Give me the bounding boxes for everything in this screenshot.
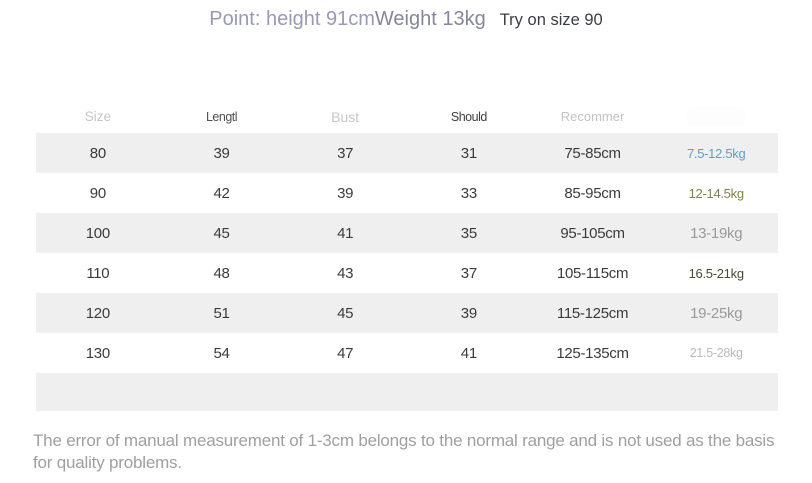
- cell-recommend: 125-135cm: [556, 344, 629, 362]
- column-header-shoulder: Should: [450, 109, 487, 124]
- cell-weight: 21.5-28kg: [689, 346, 743, 360]
- cell-size: 80: [89, 144, 106, 162]
- column-header-bust: Bust: [331, 108, 360, 125]
- faded-header-blob: [687, 106, 746, 127]
- cell-recommend: 105-115cm: [556, 264, 629, 282]
- column-header-length: Lengtl: [205, 109, 238, 124]
- table-row: 110 48 43 37 105-115cm 16.5-21kg: [36, 253, 778, 293]
- cell-shoulder: 31: [460, 144, 477, 162]
- cell-shoulder: 37: [460, 264, 477, 282]
- table-row: 80 39 37 31 75-85cm 7.5-12.5kg: [36, 133, 778, 173]
- table-header-row: Size Lengtl Bust Should Recommer: [36, 100, 778, 133]
- cell-weight: 12-14.5kg: [688, 185, 744, 201]
- cell-weight: 16.5-21kg: [688, 265, 744, 281]
- cell-bust: 39: [337, 184, 354, 202]
- cell-length: 54: [213, 344, 230, 362]
- cell-recommend: 85-95cm: [564, 184, 621, 202]
- table-row: 100 45 41 35 95-105cm 13-19kg: [36, 213, 778, 253]
- measurement-disclaimer: The error of manual measurement of 1-3cm…: [33, 431, 775, 473]
- size-chart-table: Size Lengtl Bust Should Recommer 80 39 3…: [36, 100, 778, 411]
- cell-weight: 13-19kg: [690, 224, 743, 242]
- page-title: Point: height 91cmWeight 13kg Try on size…: [0, 8, 812, 31]
- column-header-weight: [654, 106, 778, 127]
- cell-recommend: 115-125cm: [556, 304, 629, 322]
- table-row: 130 54 47 41 125-135cm 21.5-28kg: [36, 333, 778, 373]
- cell-weight: 7.5-12.5kg: [686, 145, 746, 161]
- table-row: 90 42 39 33 85-95cm 12-14.5kg: [36, 173, 778, 213]
- cell-size: 130: [85, 344, 110, 362]
- cell-length: 42: [213, 184, 230, 202]
- cell-bust: 37: [337, 144, 354, 162]
- column-header-recommend: Recommer: [560, 109, 625, 124]
- cell-recommend: 75-85cm: [564, 144, 621, 162]
- title-try-on-size: Try on size 90: [499, 11, 603, 29]
- table-row: 120 51 45 39 115-125cm 19-25kg: [36, 293, 778, 333]
- cell-shoulder: 33: [460, 184, 477, 202]
- cell-weight: 19-25kg: [690, 304, 743, 322]
- table-empty-row: [36, 373, 778, 411]
- cell-recommend: 95-105cm: [560, 224, 625, 242]
- cell-size: 120: [85, 304, 110, 322]
- cell-bust: 43: [337, 264, 354, 282]
- cell-bust: 47: [337, 344, 354, 362]
- cell-bust: 45: [337, 304, 354, 322]
- cell-length: 45: [213, 224, 230, 242]
- cell-shoulder: 35: [460, 224, 477, 242]
- cell-size: 100: [85, 224, 110, 242]
- cell-size: 110: [86, 264, 110, 282]
- column-header-size: Size: [84, 109, 111, 124]
- cell-size: 90: [89, 184, 106, 202]
- cell-shoulder: 39: [460, 304, 477, 322]
- cell-length: 51: [213, 304, 230, 322]
- cell-bust: 41: [337, 224, 354, 242]
- cell-shoulder: 41: [460, 344, 477, 362]
- title-point-height: Point: height 91cm: [209, 8, 375, 30]
- title-weight: Weight 13kg: [374, 8, 486, 30]
- cell-length: 48: [213, 264, 230, 282]
- cell-length: 39: [213, 144, 230, 162]
